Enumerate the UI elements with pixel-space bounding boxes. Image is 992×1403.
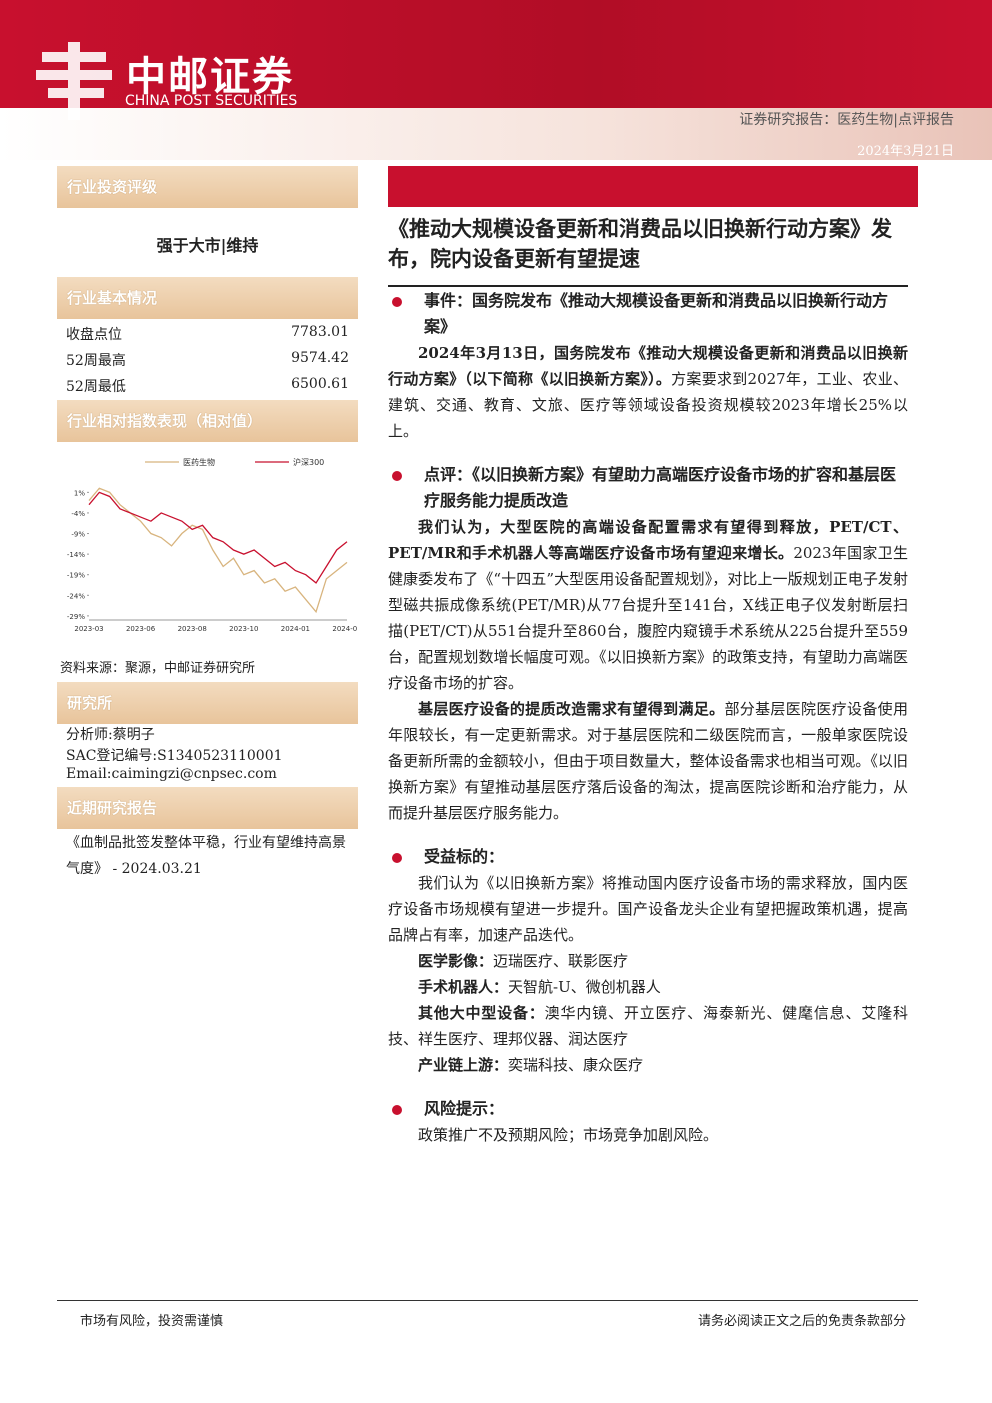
y-tick-label: -9% bbox=[71, 531, 85, 539]
footer-right: 请务必阅读正文之后的免责条款部分 bbox=[697, 1314, 906, 1329]
x-tick-label: 2024-03 bbox=[332, 625, 357, 633]
paragraph-lead: 手术机器人： bbox=[418, 978, 509, 996]
y-tick-label: 1% bbox=[74, 489, 85, 497]
basics-value: 6500.61 bbox=[291, 376, 349, 392]
section-bar: 研究所 bbox=[57, 682, 358, 724]
paragraph-lead: 产业链上游： bbox=[418, 1056, 509, 1074]
section-heading: 点评：《以旧换新方案》有望助力高端医疗设备市场的扩容和基层医疗服务能力提质改造 bbox=[388, 462, 908, 514]
index-chart: 1% -4% -9% -14% -19% -24% -29% 2023-03 2023-06 20… bbox=[67, 457, 357, 633]
paragraph-lead: 我们认为，大型医院的高端设备配置需求有望得到释放，PET/CT、PET/MR和手… bbox=[388, 518, 908, 562]
section: 事件：国务院发布《推动大规模设备更新和消费品以旧换新行动方案》 2024年3月13… bbox=[388, 288, 908, 444]
footer-left: 市场有风险，投资需谨慎 bbox=[80, 1314, 224, 1329]
basics-label: 52周最低 bbox=[66, 379, 126, 395]
report-title: 《推动大规模设备更新和消费品以旧换新行动方案》发布，院内设备更新有望提速 bbox=[388, 216, 892, 271]
basics-row: 52周最低 6500.61 bbox=[66, 376, 349, 396]
paragraph-text: 天智航-U、微创机器人 bbox=[508, 978, 661, 996]
series-line bbox=[88, 491, 348, 584]
x-tick-label: 2023-03 bbox=[74, 625, 103, 633]
paragraph: 手术机器人：天智航-U、微创机器人 bbox=[388, 974, 908, 1000]
section: 点评：《以旧换新方案》有望助力高端医疗设备市场的扩容和基层医疗服务能力提质改造我… bbox=[388, 462, 908, 826]
paragraph-text: 澳华内镜、开立医疗、海泰新光、健麾信息、艾隆科技、祥生医疗、理邦仪器、润达医疗 bbox=[388, 1004, 908, 1048]
logo bbox=[36, 42, 112, 120]
x-tick-label: 2023-06 bbox=[126, 625, 156, 633]
paragraph-lead: 基层医疗设备的提质改造需求有望得到满足。 bbox=[418, 700, 725, 718]
legend-label: 医药生物 bbox=[183, 457, 215, 467]
paragraph-text: 2023年国家卫生健康委发布了《“十四五”大型医用设备配置规划》，对比上一版规划… bbox=[388, 544, 908, 692]
paragraph-lead: 其他大中型设备： bbox=[418, 1004, 545, 1022]
paragraph-text: 迈瑞医疗、联影医疗 bbox=[493, 952, 629, 970]
source: 资料来源：聚源，中邮证券研究所 bbox=[60, 661, 256, 676]
y-tick-label: -14% bbox=[67, 551, 85, 559]
paragraph-lead: 医学影像： bbox=[418, 952, 494, 970]
paragraph-text: 方案要求到2027年，工业、农业、建筑、交通、教育、文旅、医疗等领域设备投资规模… bbox=[388, 370, 908, 440]
title-rule bbox=[388, 285, 908, 287]
paragraph: 我们认为《以旧换新方案》将推动国内医疗设备市场的需求释放，国内医疗设备市场规模有… bbox=[388, 870, 908, 948]
main-content: 事件：国务院发布《推动大规模设备更新和消费品以旧换新行动方案》 2024年3月13… bbox=[388, 288, 908, 1148]
basics-label: 收盘点位 bbox=[66, 327, 122, 343]
basics-label: 52周最高 bbox=[66, 353, 126, 369]
section-bar: 行业投资评级 bbox=[57, 166, 358, 208]
paragraph-lead: 2024年3月13日，国务院发布《推动大规模设备更新和消费品以旧换新行动方案》（… bbox=[388, 344, 908, 388]
paragraph: 2024年3月13日，国务院发布《推动大规模设备更新和消费品以旧换新行动方案》（… bbox=[388, 340, 908, 444]
section-bar: 行业相对指数表现（相对值） bbox=[57, 400, 358, 442]
title-bar bbox=[388, 166, 918, 207]
paragraph-text: 奕瑞科技、康众医疗 bbox=[508, 1056, 644, 1074]
paragraph-text: 我们认为《以旧换新方案》将推动国内医疗设备市场的需求释放，国内医疗设备市场规模有… bbox=[388, 874, 908, 944]
brand-en: CHINA POST SECURITIES bbox=[125, 93, 298, 109]
legend-label: 沪深300 bbox=[293, 457, 324, 467]
section-heading: 风险提示： bbox=[388, 1096, 908, 1122]
paragraph: 其他大中型设备：澳华内镜、开立医疗、海泰新光、健麾信息、艾隆科技、祥生医疗、理邦… bbox=[388, 1000, 908, 1052]
report-type: 证券研究报告：医药生物|点评报告 bbox=[739, 112, 954, 128]
header-strip bbox=[0, 108, 992, 160]
basics-row: 52周最高 9574.42 bbox=[66, 350, 349, 370]
paragraph: 政策推广不及预期风险；市场竞争加剧风险。 bbox=[388, 1122, 908, 1148]
x-tick-label: 2024-01 bbox=[281, 625, 310, 633]
x-tick-label: 2023-10 bbox=[229, 625, 258, 633]
basics-value: 7783.01 bbox=[291, 324, 349, 340]
footer-rule bbox=[57, 1300, 918, 1301]
paragraph: 医学影像：迈瑞医疗、联影医疗 bbox=[388, 948, 908, 974]
analyst-line: Email:caimingzi@cnpsec.com bbox=[66, 766, 277, 782]
paragraph-text: 部分基层医院医疗设备使用年限较长，有一定更新需求。对于基层医院和二级医院而言，一… bbox=[388, 700, 908, 822]
section-bar: 近期研究报告 bbox=[57, 787, 358, 829]
basics-row: 收盘点位 7783.01 bbox=[66, 324, 349, 344]
paragraph: 基层医疗设备的提质改造需求有望得到满足。部分基层医院医疗设备使用年限较长，有一定… bbox=[388, 696, 908, 826]
section: 风险提示： 政策推广不及预期风险；市场竞争加剧风险。 bbox=[388, 1096, 908, 1148]
y-tick-label: -29% bbox=[67, 613, 85, 621]
section-heading: 事件：国务院发布《推动大规模设备更新和消费品以旧换新行动方案》 bbox=[388, 288, 908, 340]
section-heading: 受益标的： bbox=[388, 844, 908, 870]
y-tick-label: -4% bbox=[71, 510, 85, 518]
analyst-line: SAC登记编号:S1340523110001 bbox=[66, 748, 283, 764]
paragraph: 我们认为，大型医院的高端设备配置需求有望得到释放，PET/CT、PET/MR和手… bbox=[388, 514, 908, 696]
paragraph-text: 政策推广不及预期风险；市场竞争加剧风险。 bbox=[418, 1126, 719, 1144]
x-tick-label: 2023-08 bbox=[178, 625, 207, 633]
series-line bbox=[88, 487, 348, 614]
y-tick-label: -24% bbox=[67, 592, 85, 600]
basics-value: 9574.42 bbox=[291, 350, 349, 366]
y-tick-label: -19% bbox=[67, 572, 85, 580]
header-band bbox=[0, 0, 992, 108]
rating: 强于大市|维持 bbox=[156, 236, 259, 255]
analyst-line: 分析师:蔡明子 bbox=[66, 727, 155, 743]
section-bar: 行业基本情况 bbox=[57, 277, 358, 319]
paragraph: 产业链上游：奕瑞科技、康众医疗 bbox=[388, 1052, 908, 1078]
section: 受益标的： 我们认为《以旧换新方案》将推动国内医疗设备市场的需求释放，国内医疗设备… bbox=[388, 844, 908, 1078]
report-date: 2024年3月21日 bbox=[857, 144, 954, 159]
brand: 中邮证券 bbox=[126, 54, 294, 100]
recent-report: 《血制品批签发整体平稳，行业有望维持高景气度》 - 2024.03.21 bbox=[66, 835, 346, 877]
